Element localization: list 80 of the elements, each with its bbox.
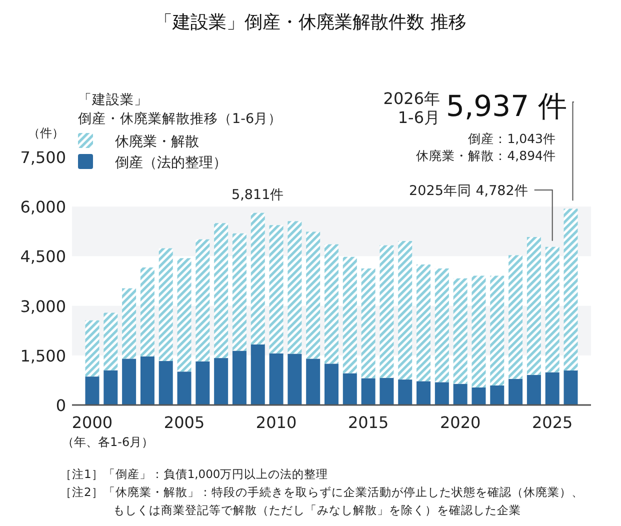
bar bbox=[232, 350, 246, 405]
x-tick-label: 2025 bbox=[532, 413, 573, 432]
bar bbox=[398, 380, 412, 405]
legend-title: 「建設業」倒産・休廃業解散推移（1-6月） bbox=[78, 92, 282, 127]
x-axis-title: （年、各1-6月） bbox=[62, 435, 154, 449]
bar bbox=[324, 364, 338, 405]
text: ［注1］「倒産」：負債1,000万円以上の法的整理 bbox=[60, 467, 328, 481]
x-tick-label: 2015 bbox=[348, 413, 389, 432]
bar bbox=[85, 376, 100, 405]
bar bbox=[526, 237, 541, 375]
y-tick-label: 6,000 bbox=[20, 198, 66, 217]
bar bbox=[214, 358, 228, 405]
bar bbox=[490, 385, 504, 405]
bar bbox=[453, 278, 468, 384]
bar bbox=[545, 372, 560, 405]
bar bbox=[508, 255, 523, 379]
bar bbox=[453, 384, 468, 405]
y-tick-label: 4,500 bbox=[20, 247, 66, 266]
bar bbox=[306, 358, 320, 405]
bar bbox=[434, 268, 449, 382]
bar bbox=[104, 370, 118, 405]
bar bbox=[361, 378, 376, 405]
bar bbox=[196, 361, 210, 405]
bar bbox=[177, 372, 192, 405]
bar bbox=[416, 264, 431, 382]
bar bbox=[158, 361, 173, 405]
x-tick-label: 2010 bbox=[256, 413, 297, 432]
bar bbox=[177, 258, 192, 372]
bar bbox=[269, 225, 284, 354]
bar bbox=[508, 378, 523, 405]
bar bbox=[434, 382, 449, 405]
bar bbox=[140, 267, 154, 356]
bar bbox=[306, 232, 320, 359]
bar bbox=[85, 320, 100, 377]
y-axis-title: （件） bbox=[28, 126, 64, 140]
bar bbox=[342, 373, 357, 405]
annotation: 5,937 件 bbox=[446, 89, 568, 123]
annotation: 5,811件 bbox=[232, 186, 284, 203]
bar bbox=[398, 240, 412, 380]
y-tick-label: 0 bbox=[56, 396, 66, 415]
bar bbox=[122, 288, 136, 359]
bar bbox=[380, 245, 394, 378]
bar bbox=[158, 248, 173, 362]
bar bbox=[380, 378, 394, 405]
bar bbox=[214, 223, 228, 358]
bar bbox=[564, 208, 578, 371]
bar bbox=[269, 353, 284, 405]
bar bbox=[472, 276, 486, 388]
bar bbox=[104, 312, 118, 370]
bar bbox=[526, 374, 541, 405]
text: 倒産：1,043件 bbox=[468, 131, 556, 146]
chart-title: 「建設業」倒産・休廃業解散件数 推移 bbox=[154, 12, 466, 33]
bar bbox=[122, 358, 136, 405]
y-tick-label: 3,000 bbox=[20, 296, 66, 316]
bar bbox=[564, 370, 578, 405]
legend-label: 休廃業・解散 bbox=[115, 134, 199, 150]
y-tick-label: 1,500 bbox=[20, 346, 66, 366]
bar bbox=[196, 239, 210, 362]
bar bbox=[416, 381, 431, 405]
bar bbox=[288, 354, 302, 405]
legend-label: 倒産（法的整理） bbox=[115, 155, 227, 171]
text: ［注2］「休廃業・解散」：特段の手続きを取らずに企業活動が停止した状態を確認（休廃業）、もしくは商業登記等で解散（ただし「みなし解散」を除く）を確認した企業 bbox=[60, 485, 584, 517]
x-tick-label: 2005 bbox=[164, 413, 205, 432]
bar bbox=[490, 276, 504, 386]
bar bbox=[232, 233, 246, 351]
bar bbox=[342, 256, 357, 374]
text: 2026年1-6月 bbox=[383, 89, 440, 127]
bar bbox=[250, 344, 265, 405]
x-tick-label: 2000 bbox=[72, 413, 113, 432]
bar bbox=[545, 246, 560, 372]
annotation: 2025年同 4,782件 bbox=[409, 183, 528, 199]
bar bbox=[472, 387, 486, 405]
x-tick-label: 2020 bbox=[440, 413, 481, 432]
annotation: 休廃業・解散：4,894件 bbox=[416, 148, 556, 163]
bar bbox=[288, 221, 302, 354]
bar bbox=[140, 356, 154, 405]
bar bbox=[361, 268, 376, 378]
y-tick-label: 7,500 bbox=[20, 148, 66, 167]
bar bbox=[324, 244, 338, 364]
bar bbox=[250, 212, 265, 344]
